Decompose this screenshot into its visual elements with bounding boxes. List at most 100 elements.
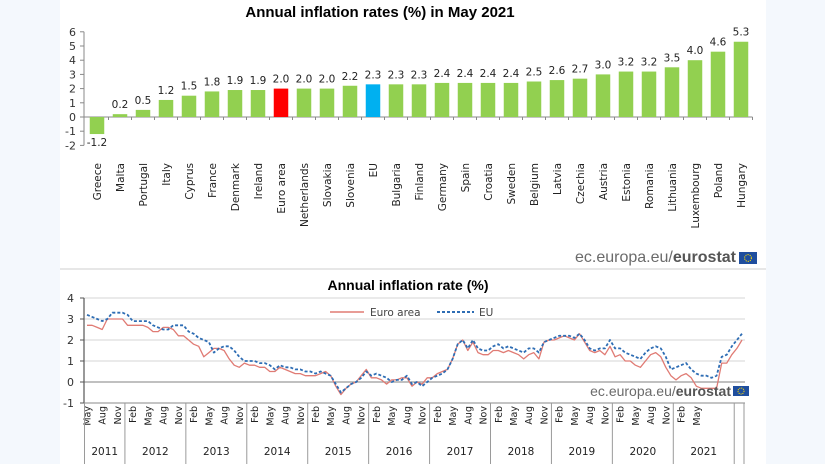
month-label: Feb: [555, 406, 566, 423]
year-label: 2011: [91, 446, 118, 458]
category-label: Latvia: [552, 163, 564, 195]
category-label: EU: [368, 163, 380, 177]
year-label: 2015: [325, 446, 352, 458]
y-tick-label: 5: [69, 40, 76, 53]
source-credit-bottom[interactable]: ec.europa.eu/eurostat: [590, 383, 749, 399]
category-label: Portugal: [138, 163, 150, 207]
month-label: Aug: [342, 406, 353, 425]
bar-chart: Annual inflation rates (%) in May 2021 6…: [60, 4, 766, 270]
month-label: Aug: [585, 406, 596, 425]
category-label: Estonia: [621, 163, 633, 202]
year-label: 2021: [690, 446, 717, 458]
category-label: Croatia: [483, 163, 495, 201]
bar-greece: [89, 117, 105, 135]
bar-austria: [595, 74, 611, 117]
data-label: 2.3: [365, 69, 382, 81]
category-label: Denmark: [230, 162, 242, 211]
bar-belgium: [526, 81, 542, 117]
bar-bulgaria: [388, 84, 404, 117]
eu-flag-icon: [739, 252, 757, 264]
month-label: May: [448, 406, 459, 426]
category-label: Euro area: [276, 163, 288, 214]
category-label: Ireland: [253, 163, 265, 199]
data-label: 2.6: [549, 65, 566, 77]
data-label: 4.0: [687, 45, 704, 57]
category-label: Sweden: [506, 163, 518, 205]
month-label: Nov: [479, 406, 490, 425]
y-tick-label: 4: [69, 54, 76, 67]
bar-chart-category-labels: Greece Malta Portugal Italy Cyprus France Denm…: [92, 162, 748, 228]
category-label: Slovakia: [322, 163, 334, 207]
month-label: Aug: [402, 406, 413, 425]
month-label: May: [692, 406, 703, 426]
month-label: Feb: [494, 406, 505, 423]
y-tick-label: 4: [67, 292, 74, 305]
y-tick-label: 6: [69, 26, 76, 39]
bar-netherlands: [296, 88, 312, 117]
data-label: 2.4: [480, 68, 497, 80]
month-label: May: [204, 406, 215, 426]
month-label: May: [387, 406, 398, 426]
month-label: Feb: [250, 406, 261, 423]
data-label: 2.5: [526, 67, 543, 79]
month-label: Feb: [311, 406, 322, 423]
data-label: 2.7: [572, 64, 589, 76]
category-label: Luxembourg: [690, 163, 702, 228]
data-label: 1.9: [227, 75, 244, 87]
bar-spain: [457, 82, 473, 117]
bar-germany: [434, 82, 450, 117]
category-label: Czechia: [575, 163, 587, 204]
month-label: Nov: [357, 406, 368, 425]
series-line-euro-area: [87, 318, 743, 396]
month-label: Feb: [189, 406, 200, 423]
category-label: Spain: [460, 163, 472, 192]
month-label: Feb: [372, 406, 383, 423]
year-label: 2016: [386, 446, 413, 458]
month-label: May: [631, 406, 642, 426]
line-chart: Annual inflation rate (%) 4 3 2 1 0 -1 Euro a…: [63, 277, 749, 464]
year-label: 2017: [447, 446, 474, 458]
line-chart-y-axis: 4 3 2 1 0 -1: [63, 292, 745, 410]
data-label: 2.4: [434, 68, 451, 80]
year-label: 2019: [569, 446, 596, 458]
month-label: Aug: [463, 406, 474, 425]
svg-text:ec.europa.eu/eurostat: ec.europa.eu/eurostat: [575, 249, 737, 266]
y-tick-label: -2: [65, 139, 76, 152]
data-label: 2.3: [411, 69, 428, 81]
source-credit-top[interactable]: ec.europa.eu/eurostat: [575, 249, 757, 266]
bar-croatia: [480, 82, 496, 117]
category-label: Greece: [92, 163, 104, 200]
eu-flag-icon: [733, 386, 749, 396]
y-tick-label: 3: [67, 313, 74, 326]
month-label: Aug: [220, 406, 231, 425]
bar-slovenia: [342, 85, 358, 117]
month-label: Aug: [159, 406, 170, 425]
category-label: Germany: [437, 163, 449, 211]
y-tick-label: 3: [69, 68, 76, 81]
year-label: 2018: [508, 446, 535, 458]
y-tick-label: -1: [63, 397, 74, 410]
month-label: Aug: [281, 406, 292, 425]
month-label: May: [83, 406, 94, 426]
data-label: 3.2: [641, 57, 658, 69]
category-label: Poland: [713, 163, 725, 198]
data-label: 5.3: [733, 27, 750, 39]
month-label: Feb: [433, 406, 444, 423]
y-tick-label: 1: [67, 355, 74, 368]
y-tick-label: 0: [67, 376, 74, 389]
data-label: 1.9: [250, 75, 267, 87]
data-label: 2.4: [503, 68, 520, 80]
month-label: Nov: [418, 406, 429, 425]
month-label: Nov: [600, 406, 611, 425]
category-label: Slovenia: [345, 163, 357, 208]
bar-hungary: [733, 41, 749, 117]
month-label: Feb: [677, 406, 688, 423]
line-chart-series: [86, 311, 743, 396]
data-label: 2.4: [457, 68, 474, 80]
y-tick-label: 1: [69, 97, 76, 110]
bar-portugal: [135, 109, 151, 117]
legend-label-eu: EU: [479, 307, 493, 319]
month-label: Nov: [296, 406, 307, 425]
line-chart-legend: Euro area EU: [330, 307, 493, 319]
